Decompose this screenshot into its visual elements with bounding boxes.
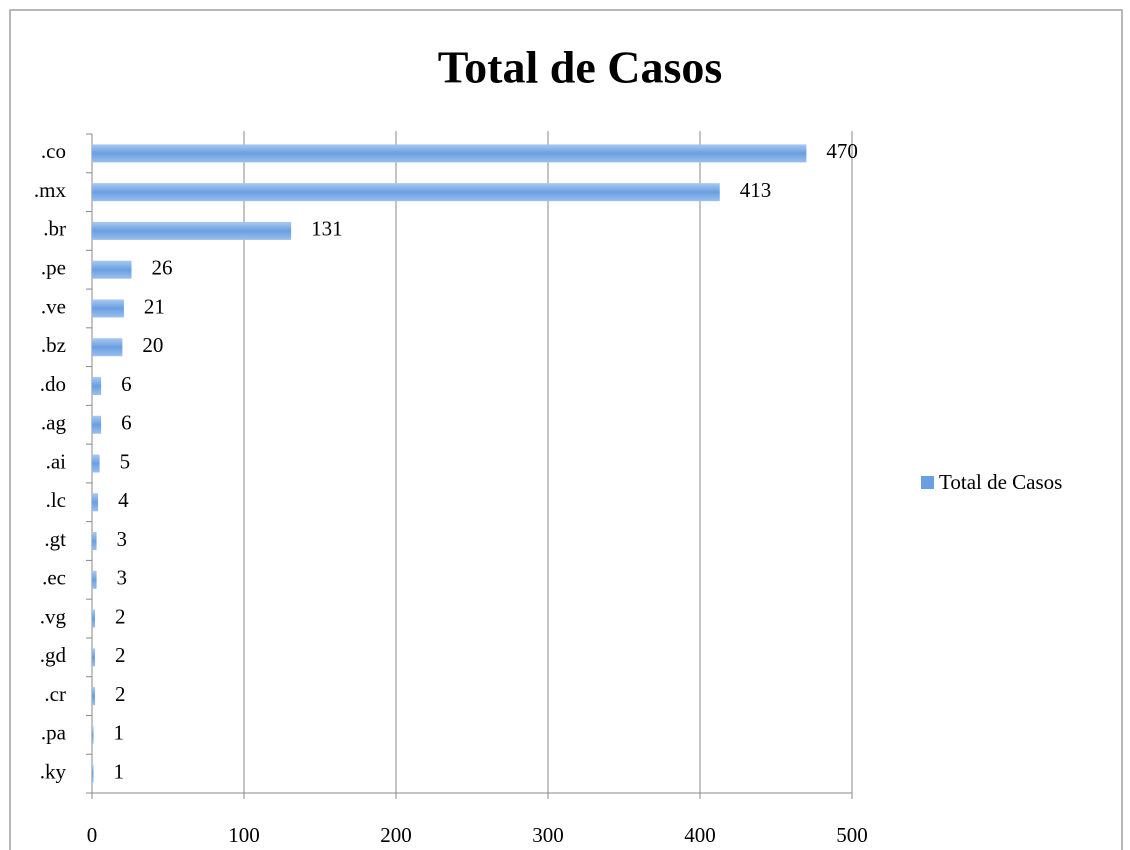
bar <box>92 725 94 744</box>
data-label: 470 <box>826 139 858 163</box>
bar <box>92 221 292 240</box>
data-label: 131 <box>311 217 343 241</box>
legend-swatch <box>921 476 934 489</box>
y-tick-label: .bz <box>41 333 66 357</box>
data-label: 3 <box>117 566 128 590</box>
data-label: 1 <box>114 721 125 745</box>
y-tick-label: .do <box>40 372 66 396</box>
data-label: 6 <box>121 411 131 435</box>
bar <box>92 338 123 357</box>
bar <box>92 493 99 512</box>
data-label: 2 <box>115 643 126 667</box>
legend-label: Total de Casos <box>939 470 1062 494</box>
bar <box>92 376 102 395</box>
bar <box>92 687 96 706</box>
data-label: 2 <box>115 604 126 628</box>
y-tick-label: .vg <box>40 604 67 628</box>
data-label: 5 <box>120 449 131 473</box>
bar <box>92 183 720 202</box>
y-tick-label: .mx <box>34 178 67 202</box>
bar <box>92 144 807 163</box>
chart-frame <box>9 9 1123 850</box>
y-tick-label: .pa <box>41 721 67 745</box>
data-label: 1 <box>114 759 125 783</box>
y-tick-label: .br <box>43 217 66 241</box>
x-tick-label: 100 <box>228 823 260 847</box>
x-tick-label: 200 <box>380 823 412 847</box>
data-label: 4 <box>118 488 129 512</box>
y-tick-label: .gd <box>40 643 67 667</box>
plot-area: 0 100 200 300 400 500.co 470.mx 413.br 131.pe 26.… <box>34 131 1062 847</box>
x-tick-label: 0 <box>87 823 98 847</box>
data-label: 413 <box>740 178 772 202</box>
data-label: 20 <box>142 333 163 357</box>
data-label: 6 <box>121 372 131 396</box>
y-tick-label: .ec <box>42 566 66 590</box>
bar <box>92 260 132 279</box>
data-label: 21 <box>144 294 165 318</box>
bar <box>92 764 94 783</box>
chart-title: Total de Casos <box>438 42 723 93</box>
y-tick-label: .ky <box>40 759 67 783</box>
y-tick-label: .cr <box>44 682 66 706</box>
data-label: 26 <box>152 255 173 279</box>
y-tick-label: .pe <box>41 255 66 279</box>
bar <box>92 299 124 318</box>
bar <box>92 609 96 628</box>
y-tick-label: .co <box>41 139 66 163</box>
x-tick-label: 300 <box>532 823 564 847</box>
data-label: 3 <box>117 527 128 551</box>
x-tick-label: 400 <box>684 823 716 847</box>
data-label: 2 <box>115 682 126 706</box>
y-tick-label: .gt <box>44 527 66 551</box>
bar <box>92 648 96 667</box>
bar <box>92 570 97 589</box>
x-tick-label: 500 <box>836 823 868 847</box>
y-tick-label: .ve <box>41 294 66 318</box>
bar <box>92 415 102 434</box>
bar <box>92 532 97 551</box>
y-tick-label: .lc <box>46 488 66 512</box>
bar <box>92 454 100 473</box>
y-tick-label: .ai <box>46 449 67 473</box>
y-tick-label: .ag <box>41 411 67 435</box>
